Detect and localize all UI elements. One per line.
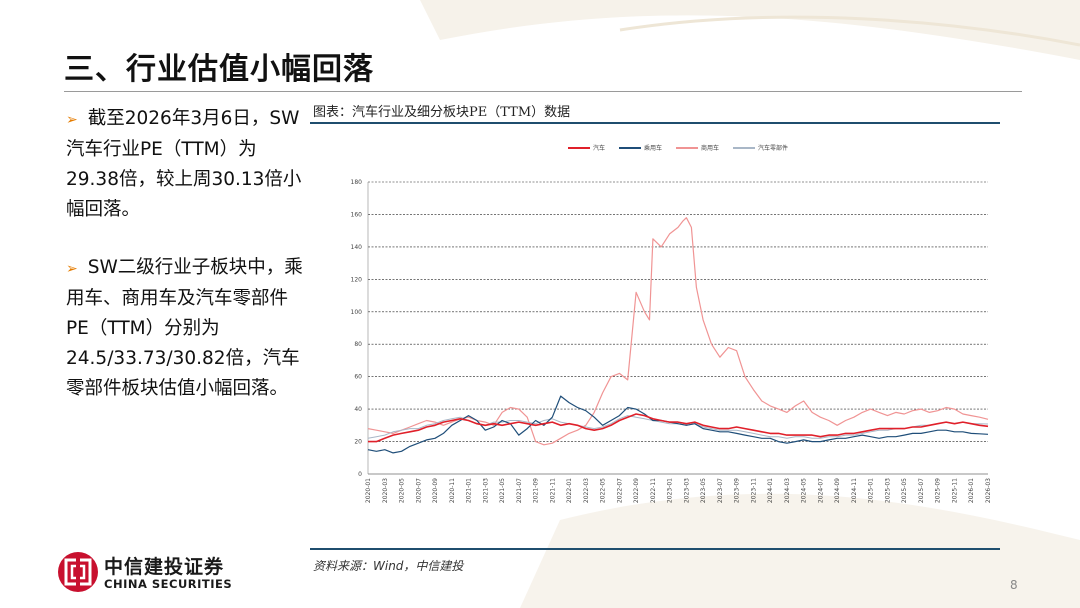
x-tick-label: 2021-03 (482, 478, 489, 503)
x-tick-label: 2022-05 (600, 478, 607, 503)
y-tick-label: 20 (354, 439, 362, 446)
y-tick-label: 140 (351, 244, 363, 251)
bullet-item-1: ➢ 截至2026年3月6日，SW汽车行业PE（TTM）为29.38倍，较上周30.… (66, 104, 306, 225)
x-tick-label: 2024-07 (817, 478, 824, 503)
bullet-text-1: 截至2026年3月6日，SW汽车行业PE（TTM）为29.38倍，较上周30.1… (66, 108, 302, 220)
y-tick-label: 180 (351, 179, 363, 186)
x-tick-label: 2022-09 (633, 478, 640, 503)
source-note: 资料来源：Wind，中信建投 (313, 559, 464, 573)
x-tick-label: 2023-09 (734, 478, 741, 503)
legend-label-2: 乘用车 (644, 144, 662, 152)
x-tick-label: 2023-03 (683, 478, 690, 503)
x-tick-label: 2025-05 (901, 478, 908, 503)
company-logo: 中信建投证券 CHINA SECURITIES (56, 548, 256, 598)
chart-bottom-rule (310, 548, 1000, 550)
series-line-2 (367, 395, 989, 454)
x-tick-label: 2026-01 (968, 478, 975, 503)
legend-label-4: 汽车零部件 (758, 144, 788, 152)
logo-text-en: CHINA SECURITIES (104, 577, 233, 591)
x-tick-label: 2024-09 (834, 478, 841, 503)
x-tick-label: 2025-03 (884, 478, 891, 503)
series-line-1 (368, 413, 989, 443)
x-tick-label: 2021-01 (466, 478, 473, 503)
legend-label-3: 商用车 (701, 144, 719, 152)
x-tick-label: 2023-01 (667, 478, 674, 503)
x-tick-label: 2022-07 (616, 478, 623, 503)
y-tick-label: 60 (354, 374, 362, 381)
x-tick-label: 2024-01 (767, 478, 774, 503)
series-line-3 (367, 217, 989, 446)
x-tick-label: 2023-07 (717, 478, 724, 503)
x-tick-label: 2020-09 (432, 478, 439, 503)
arrow-icon: ➢ (66, 261, 78, 277)
chart-top-rule (310, 122, 1000, 124)
citic-logo-icon (58, 552, 98, 592)
x-tick-label: 2026-03 (985, 478, 992, 503)
y-tick-label: 40 (354, 406, 362, 413)
pe-line-chart: 0 20 40 60 80 100 120 140 160 180 2020-01 2020-03 20… (351, 144, 992, 503)
x-tick-label: 2020-03 (382, 478, 389, 503)
y-tick-label: 120 (351, 276, 363, 283)
x-tick-label: 2025-07 (918, 478, 925, 503)
bullet-list: ➢ 截至2026年3月6日，SW汽车行业PE（TTM）为29.38倍，较上周30.… (66, 104, 306, 432)
x-tick-label: 2020-01 (365, 478, 372, 503)
x-tick-label: 2020-07 (415, 478, 422, 503)
x-tick-label: 2020-11 (449, 478, 456, 503)
x-tick-label: 2021-05 (499, 478, 506, 503)
logo-text-cn: 中信建投证券 (104, 556, 225, 578)
x-tick-label: 2022-11 (650, 478, 657, 503)
bullet-text-2: SW二级行业子板块中，乘用车、商用车及汽车零部件PE（TTM）分别为24.5/3… (66, 257, 303, 399)
x-tick-label: 2024-11 (851, 478, 858, 503)
arrow-icon: ➢ (66, 112, 78, 128)
x-tick-label: 2024-03 (784, 478, 791, 503)
x-tick-label: 2023-11 (750, 478, 757, 503)
x-tick-label: 2021-09 (533, 478, 540, 503)
title-divider (64, 91, 1022, 92)
x-tick-label: 2021-11 (549, 478, 556, 503)
page-number: 8 (1010, 578, 1018, 592)
y-tick-label: 0 (358, 471, 362, 478)
bullet-item-2: ➢ SW二级行业子板块中，乘用车、商用车及汽车零部件PE（TTM）分别为24.5/… (66, 253, 306, 404)
x-tick-label: 2023-05 (700, 478, 707, 503)
x-tick-label: 2020-05 (399, 478, 406, 503)
x-tick-label: 2025-01 (868, 478, 875, 503)
y-tick-label: 100 (351, 309, 363, 316)
x-tick-label: 2022-03 (583, 478, 590, 503)
y-tick-label: 80 (354, 341, 362, 348)
x-tick-label: 2025-09 (935, 478, 942, 503)
x-tick-label: 2024-05 (801, 478, 808, 503)
x-tick-label: 2022-01 (566, 478, 573, 503)
x-tick-label: 2021-07 (516, 478, 523, 503)
chart-title: 图表：汽车行业及细分板块PE（TTM）数据 (313, 105, 571, 120)
x-tick-label: 2025-11 (951, 478, 958, 503)
page-title: 三、行业估值小幅回落 (64, 52, 374, 87)
y-tick-label: 160 (351, 211, 363, 218)
legend-label-1: 汽车 (593, 144, 605, 152)
